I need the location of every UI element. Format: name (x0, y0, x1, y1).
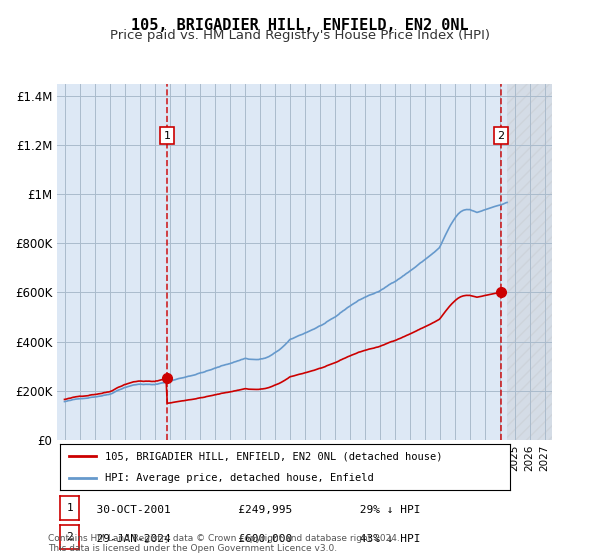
Text: HPI: Average price, detached house, Enfield: HPI: Average price, detached house, Enfi… (105, 473, 374, 483)
Text: Contains HM Land Registry data © Crown copyright and database right 2024.
This d: Contains HM Land Registry data © Crown c… (48, 534, 400, 553)
Text: 30-OCT-2001          £249,995          29% ↓ HPI: 30-OCT-2001 £249,995 29% ↓ HPI (83, 505, 420, 515)
Text: 2: 2 (497, 130, 504, 141)
Text: 29-JAN-2024          £600,000          43% ↓ HPI: 29-JAN-2024 £600,000 43% ↓ HPI (83, 534, 420, 544)
Text: 105, BRIGADIER HILL, ENFIELD, EN2 0NL (detached house): 105, BRIGADIER HILL, ENFIELD, EN2 0NL (d… (105, 451, 443, 461)
Text: 1: 1 (66, 503, 73, 514)
Text: 2: 2 (66, 533, 73, 543)
Bar (507, 84, 552, 440)
Text: Price paid vs. HM Land Registry's House Price Index (HPI): Price paid vs. HM Land Registry's House … (110, 29, 490, 42)
Text: 1: 1 (163, 130, 170, 141)
Text: 105, BRIGADIER HILL, ENFIELD, EN2 0NL: 105, BRIGADIER HILL, ENFIELD, EN2 0NL (131, 18, 469, 33)
